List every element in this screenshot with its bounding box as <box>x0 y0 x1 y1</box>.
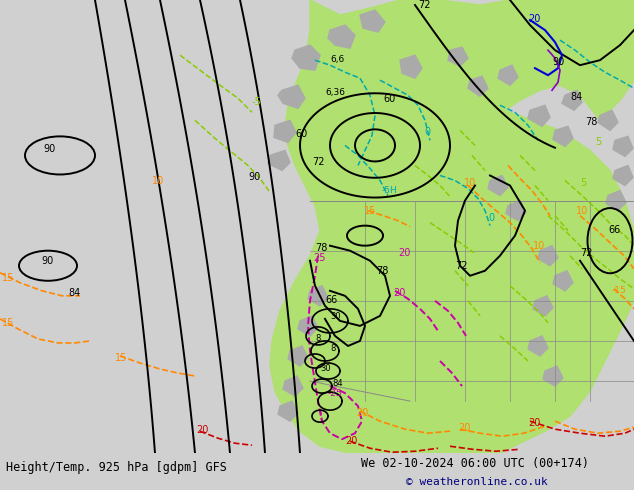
Polygon shape <box>274 121 296 143</box>
Polygon shape <box>278 85 305 108</box>
Polygon shape <box>510 0 634 100</box>
Text: -15: -15 <box>612 286 627 295</box>
Polygon shape <box>278 401 298 421</box>
Text: 66: 66 <box>325 295 337 305</box>
Text: -5: -5 <box>252 98 262 107</box>
Text: 15: 15 <box>364 206 377 216</box>
Text: 20: 20 <box>398 248 410 258</box>
Polygon shape <box>533 296 553 316</box>
Text: 60: 60 <box>383 94 395 104</box>
Polygon shape <box>543 366 563 386</box>
Polygon shape <box>562 90 582 110</box>
Text: 90: 90 <box>552 57 564 67</box>
Polygon shape <box>360 10 385 32</box>
Text: 20: 20 <box>356 408 368 418</box>
Polygon shape <box>528 105 550 126</box>
Text: 20: 20 <box>393 288 405 298</box>
Text: 66: 66 <box>608 224 620 235</box>
Polygon shape <box>488 175 508 196</box>
Text: 15: 15 <box>2 273 15 283</box>
Text: Height/Temp. 925 hPa [gdpm] GFS: Height/Temp. 925 hPa [gdpm] GFS <box>6 462 227 474</box>
Text: 72: 72 <box>312 157 325 168</box>
Text: 5: 5 <box>595 137 601 147</box>
Text: 10: 10 <box>152 175 164 186</box>
Text: 20: 20 <box>528 14 540 24</box>
Text: 5: 5 <box>580 177 586 188</box>
Polygon shape <box>606 191 626 211</box>
Text: 78: 78 <box>376 266 389 276</box>
Text: 8: 8 <box>315 334 320 343</box>
Polygon shape <box>308 286 328 306</box>
Text: 20: 20 <box>345 436 358 446</box>
Text: We 02-10-2024 06:00 UTC (00+174): We 02-10-2024 06:00 UTC (00+174) <box>361 457 590 470</box>
Text: 90: 90 <box>44 145 56 154</box>
Text: 20: 20 <box>528 418 540 428</box>
Text: 10: 10 <box>576 206 588 216</box>
Polygon shape <box>553 271 573 291</box>
Polygon shape <box>292 45 320 70</box>
Polygon shape <box>468 76 488 96</box>
Polygon shape <box>270 0 634 453</box>
Polygon shape <box>400 55 422 78</box>
Polygon shape <box>498 65 518 85</box>
Polygon shape <box>328 25 355 48</box>
Text: 72: 72 <box>418 0 430 10</box>
Text: 78: 78 <box>585 117 597 127</box>
Text: 72: 72 <box>455 261 467 271</box>
Polygon shape <box>553 126 573 147</box>
Polygon shape <box>598 110 618 130</box>
Text: 20: 20 <box>458 423 470 433</box>
Text: 30: 30 <box>330 312 340 321</box>
Text: 90: 90 <box>42 256 54 266</box>
Text: 78: 78 <box>315 243 327 253</box>
Text: -5H: -5H <box>382 186 398 195</box>
Text: 30: 30 <box>320 364 330 373</box>
Text: 10: 10 <box>533 241 545 251</box>
Text: -25: -25 <box>328 389 342 398</box>
Text: 84: 84 <box>68 288 81 298</box>
Text: 0: 0 <box>424 127 430 137</box>
Text: 84: 84 <box>570 92 582 102</box>
Polygon shape <box>613 166 633 186</box>
Text: © weatheronline.co.uk: © weatheronline.co.uk <box>406 477 548 487</box>
Text: 60: 60 <box>295 129 307 139</box>
Text: 25: 25 <box>313 253 325 263</box>
Text: 6,36: 6,36 <box>325 88 345 97</box>
Polygon shape <box>506 200 526 220</box>
Polygon shape <box>298 316 318 336</box>
Text: 72: 72 <box>580 248 593 258</box>
Text: 6,6: 6,6 <box>330 55 344 64</box>
Text: 90: 90 <box>248 172 260 182</box>
Text: 20: 20 <box>196 425 209 435</box>
Text: 15: 15 <box>2 318 15 328</box>
Text: 8: 8 <box>330 344 335 353</box>
Polygon shape <box>448 47 468 66</box>
Polygon shape <box>283 376 303 396</box>
Polygon shape <box>528 336 548 356</box>
Text: 15: 15 <box>115 353 127 363</box>
Polygon shape <box>268 150 290 171</box>
Text: 0: 0 <box>488 213 494 222</box>
Text: 10: 10 <box>464 177 476 188</box>
Polygon shape <box>288 346 308 366</box>
Polygon shape <box>613 136 633 156</box>
Text: 84: 84 <box>332 379 342 388</box>
Polygon shape <box>538 245 558 266</box>
